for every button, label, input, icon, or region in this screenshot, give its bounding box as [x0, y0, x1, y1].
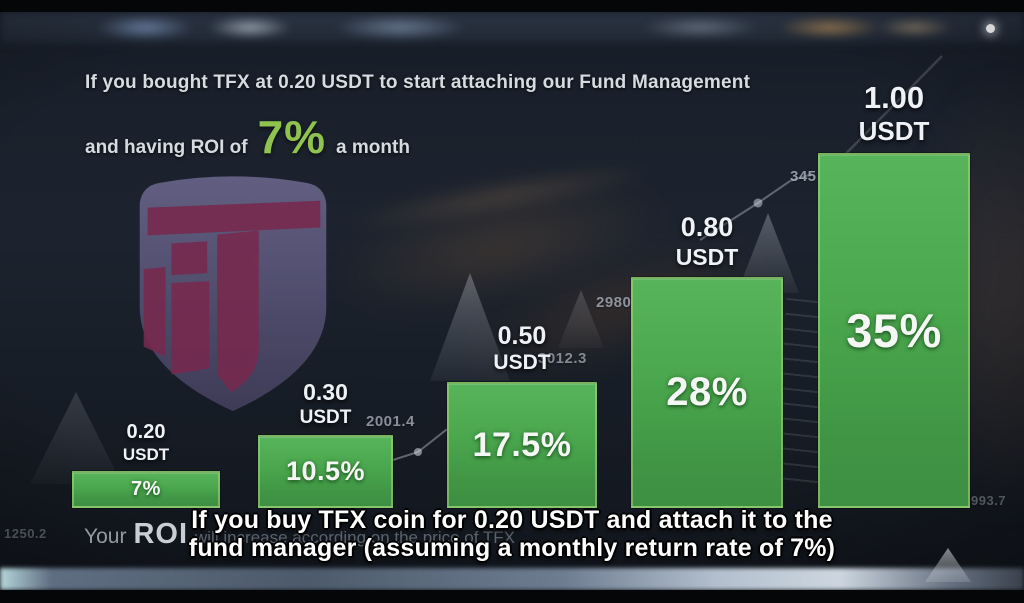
top-letterbox — [0, 0, 1024, 12]
ticker-number: 345 — [790, 168, 817, 185]
bar-group-1.00-usdt: 1.00 USDT 35% — [818, 80, 970, 508]
bokeh-band — [0, 12, 1024, 43]
price-label: 0.80 USDT — [601, 212, 813, 277]
ticker-number: 2001.4 — [366, 413, 415, 430]
price-value: 0.20 — [126, 421, 166, 444]
price-value: 0.30 — [303, 379, 348, 406]
bottom-light-band — [0, 568, 1024, 590]
roi-bar: 28% — [631, 277, 783, 508]
price-unit: USDT — [122, 444, 170, 464]
slide-header: If you bought TFX at 0.20 USDT to start … — [85, 72, 750, 164]
roi-bar: 7% — [72, 471, 220, 508]
roi-value: 28% — [666, 370, 748, 414]
tfx-shield-logo — [139, 176, 327, 412]
header-line1: If you bought TFX at 0.20 USDT to start … — [85, 72, 751, 93]
roi-value: 7% — [131, 478, 161, 500]
roi-value: 17.5% — [472, 425, 572, 464]
price-value: 0.50 — [497, 321, 547, 350]
bar-group-0.30-usdt: 0.30 USDT 10.5% — [258, 379, 393, 508]
subtitle-caption: If you buy TFX coin for 0.20 USDT and at… — [0, 506, 1024, 562]
price-unit: USDT — [493, 351, 551, 375]
price-value: 0.80 — [680, 212, 734, 243]
price-label: 0.20 USDT — [42, 421, 250, 471]
price-label: 0.50 USDT — [417, 322, 627, 382]
price-label: 1.00 USDT — [788, 80, 1000, 153]
roi-bar: 10.5% — [258, 435, 393, 508]
header-roi-suffix: a month — [336, 137, 410, 158]
roi-value: 10.5% — [285, 456, 366, 486]
bar-group-0.80-usdt: 0.80 USDT 28% — [631, 212, 783, 508]
ticker-number: 1250.2 — [4, 526, 47, 541]
header-roi-highlight: 7% — [257, 111, 327, 163]
roi-value: 35% — [846, 304, 942, 357]
bokeh-dot — [986, 24, 995, 33]
ticker-number: 3012.3 — [538, 350, 587, 367]
price-value: 1.00 — [863, 79, 925, 115]
faded-roi-emphasis: ROI — [133, 518, 188, 550]
faded-roi-rest: will increase according on the price of … — [195, 528, 516, 547]
roi-bar: 17.5% — [447, 382, 597, 508]
header-line2: and having ROI of 7% a month — [85, 110, 750, 164]
faded-roi-prefix: Your — [84, 525, 127, 548]
header-roi-prefix: and having ROI of — [85, 137, 248, 158]
bottom-letterbox — [0, 590, 1024, 603]
ticker-number: 993.7 — [971, 493, 1007, 508]
ticker-number: 2980 — [596, 294, 632, 311]
price-unit: USDT — [858, 116, 930, 147]
faded-roi-text: Your ROI will increase according on the … — [84, 518, 515, 551]
price-label: 0.30 USDT — [228, 379, 423, 435]
bar-group-0.50-usdt: 0.50 USDT 17.5% — [447, 322, 597, 508]
bar-group-0.20-usdt: 0.20 USDT 7% — [72, 421, 220, 508]
price-unit: USDT — [299, 406, 352, 428]
roi-bar: 35% — [818, 153, 970, 508]
price-unit: USDT — [675, 243, 739, 270]
caption-line2: fund manager (assuming a monthly return … — [188, 534, 836, 562]
caption-line1: If you buy TFX coin for 0.20 USDT and at… — [191, 506, 833, 534]
